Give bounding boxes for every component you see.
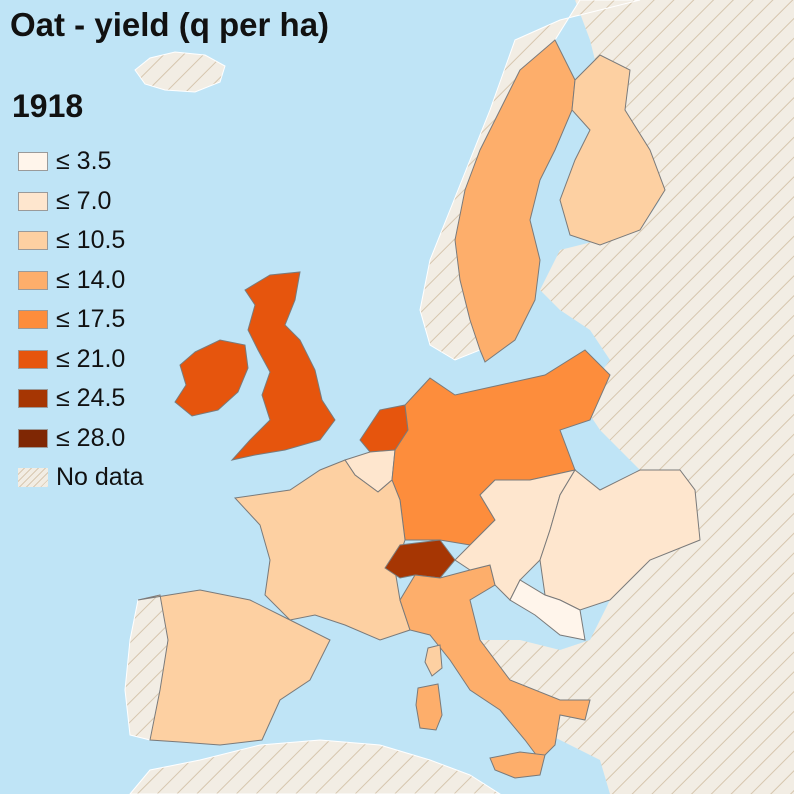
legend-item: No data <box>18 458 144 498</box>
legend-swatch <box>18 428 48 448</box>
legend-label: ≤ 28.0 <box>56 423 126 452</box>
region-ireland[interactable] <box>174 339 249 417</box>
legend: ≤ 3.5 ≤ 7.0 ≤ 10.5 ≤ 14.0 ≤ 17.5 ≤ 21.0 … <box>18 142 144 498</box>
legend-item: ≤ 7.0 <box>18 182 144 222</box>
legend-swatch <box>18 310 48 330</box>
legend-item: ≤ 3.5 <box>18 142 144 182</box>
legend-swatch <box>18 349 48 369</box>
region-italy-sardinia[interactable] <box>415 683 443 731</box>
legend-swatch <box>18 152 48 172</box>
legend-label: ≤ 7.0 <box>56 186 112 215</box>
map-title: Oat - yield (q per ha) <box>10 6 330 43</box>
legend-label: ≤ 24.5 <box>56 384 126 413</box>
legend-item: ≤ 21.0 <box>18 340 144 380</box>
legend-label: ≤ 14.0 <box>56 265 126 294</box>
region-croatia[interactable] <box>509 579 586 641</box>
legend-item: ≤ 24.5 <box>18 379 144 419</box>
no-data-region-iceland <box>134 51 226 93</box>
legend-label: No data <box>56 463 144 492</box>
legend-label: ≤ 17.5 <box>56 305 126 334</box>
legend-swatch <box>18 231 48 251</box>
legend-item: ≤ 17.5 <box>18 300 144 340</box>
no-data-region-east <box>470 0 794 794</box>
region-spain[interactable] <box>137 589 331 746</box>
legend-item: ≤ 14.0 <box>18 261 144 301</box>
region-france-corsica[interactable] <box>424 644 443 677</box>
map-year: 1918 <box>12 88 84 124</box>
legend-item: ≤ 10.5 <box>18 221 144 261</box>
no-data-region-africa <box>129 739 501 794</box>
region-finland[interactable] <box>559 54 666 246</box>
legend-item: ≤ 28.0 <box>18 419 144 459</box>
legend-label: ≤ 10.5 <box>56 226 126 255</box>
region-france[interactable] <box>233 459 411 641</box>
legend-label: ≤ 3.5 <box>56 147 112 176</box>
legend-swatch <box>18 389 48 409</box>
region-italy-sicily[interactable] <box>489 751 546 779</box>
legend-label: ≤ 21.0 <box>56 344 126 373</box>
legend-swatch <box>18 191 48 211</box>
legend-swatch-no-data <box>18 468 48 488</box>
region-sweden[interactable] <box>454 39 576 363</box>
region-switzerland[interactable] <box>384 539 456 579</box>
region-united-kingdom[interactable] <box>230 271 336 461</box>
legend-swatch <box>18 270 48 290</box>
